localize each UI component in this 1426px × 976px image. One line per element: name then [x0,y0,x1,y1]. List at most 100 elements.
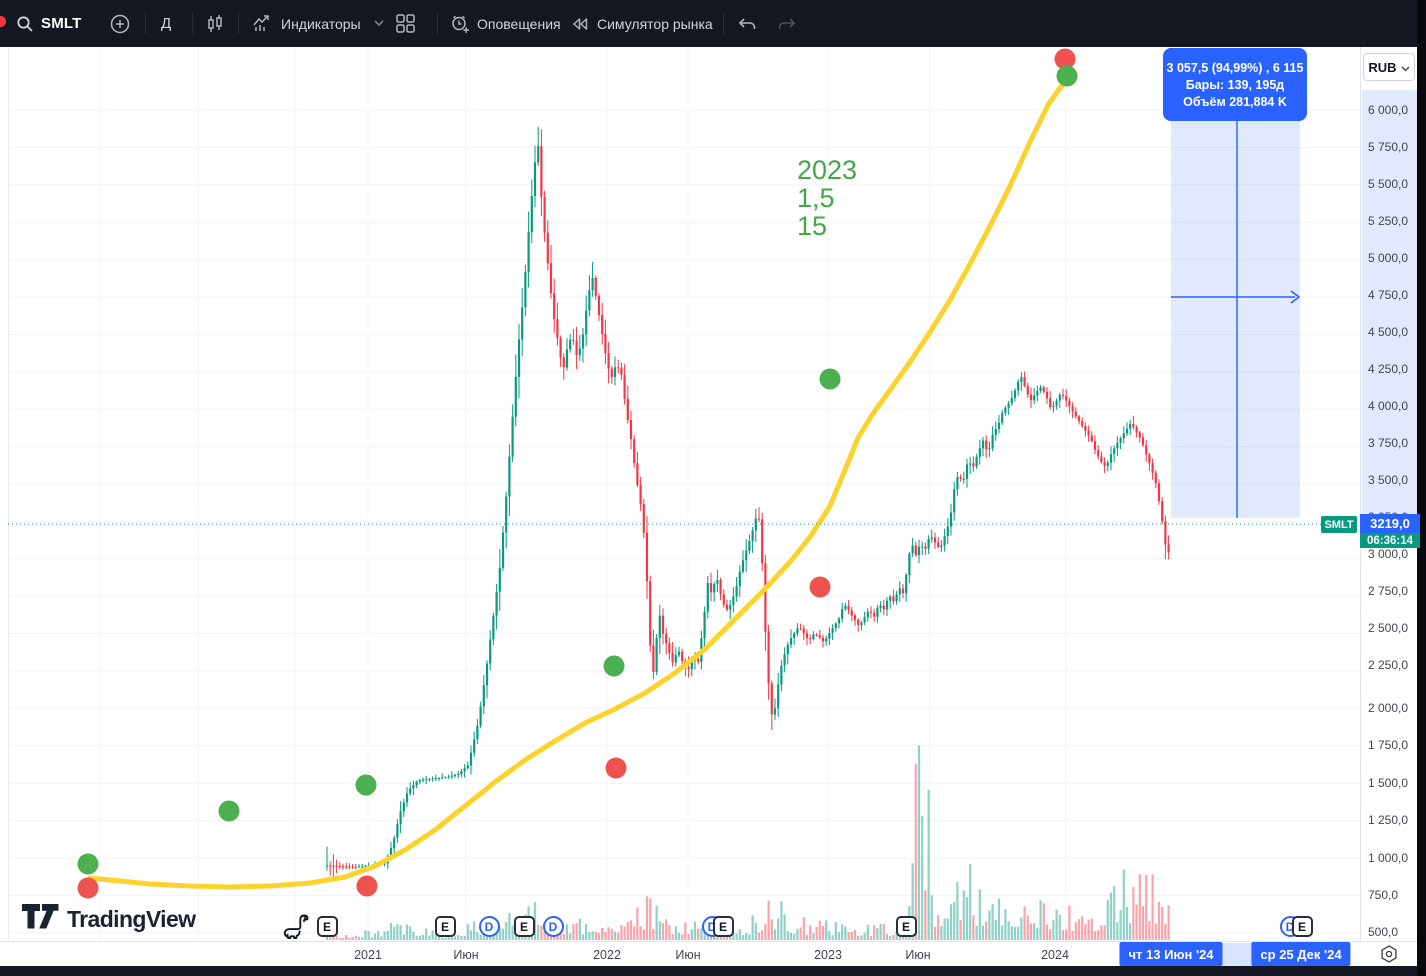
time-tick: Июн [905,948,931,962]
undo-icon [736,15,758,33]
measure-tooltip: 3 057,5 (94,99%) , 6 115 Бары: 139, 195д… [1163,48,1307,121]
price-tick: 1 000,0 [1368,851,1409,865]
measure-axis-highlight [1362,90,1418,518]
top-toolbar: SMLT Д Индикаторы [0,0,1426,47]
redo-icon [776,15,798,33]
measure-volume: Объём 281,884 K [1183,94,1287,109]
bar-countdown-timer: 06:36:14 [1360,533,1420,548]
toolbar-divider [723,13,724,34]
price-tick: 1 750,0 [1368,738,1409,752]
redo-button[interactable] [776,0,798,47]
indicators-icon [252,14,274,34]
current-price-value: 3219,0 [1360,514,1420,533]
dividends-badge[interactable]: D [478,916,500,937]
earnings-badge[interactable]: E [513,916,535,937]
price-tick: 4 000,0 [1368,399,1409,413]
tradingview-logo[interactable]: TradingView [22,904,196,934]
time-tick: Июн [675,948,701,962]
notification-dot [0,16,6,27]
search-icon [16,15,34,33]
rewind-icon [570,15,590,33]
annotation-line: 2023 [797,155,858,185]
price-tick: 500,0 [1368,925,1399,939]
annotation-line: 15 [797,211,828,241]
price-tick: 3 500,0 [1368,473,1409,487]
tradingview-logo-text: TradingView [67,905,196,932]
undo-button[interactable] [736,0,758,47]
toolbar-divider [238,13,239,34]
dividends-badge[interactable]: D [542,916,564,937]
chart-plot[interactable] [8,47,1360,941]
time-tick: 2023 [814,948,842,962]
price-scale[interactable]: 6 000,0 5 750,0 5 500,0 5 250,0 5 000,0 4 750… [1360,47,1418,941]
sell-marker-dot [356,875,378,897]
buy-marker-dot [77,853,99,875]
buy-marker-dot [355,774,377,796]
earnings-badge[interactable]: E [1291,916,1313,937]
alerts-button[interactable]: Оповещения [450,0,561,47]
price-tick: 4 500,0 [1368,325,1409,339]
price-tick: 2 000,0 [1368,701,1409,715]
symbol-name: SMLT [41,15,82,32]
symbol-price-flag: SMLT [1321,516,1357,533]
measure-date-badge: чт 13 Июн '24 [1119,942,1223,966]
price-tick: 2 500,0 [1368,621,1409,635]
price-tick: 2 250,0 [1368,658,1409,672]
buy-marker-dot [218,800,240,822]
time-tick: 2024 [1041,948,1069,962]
sell-marker-dot [605,757,627,779]
measure-bars: Бары: 139, 195д [1185,77,1285,92]
time-tick: 2021 [354,948,382,962]
buy-marker-dot [603,655,625,677]
bottom-dark-strip [0,966,1417,976]
alerts-label: Оповещения [477,15,561,32]
simulator-label: Симулятор рынка [597,15,713,32]
tradingview-logo-mark [22,904,59,934]
buy-marker-dot [1056,65,1078,87]
price-tick: 3 750,0 [1368,436,1409,450]
indicators-button[interactable]: Индикаторы [252,0,384,47]
measure-change: 3 057,5 (94,99%) , 6 115 [1166,60,1304,75]
price-tick: 3 000,0 [1368,547,1409,561]
currency-selector[interactable]: RUB [1363,53,1415,81]
alarm-clock-plus-icon [450,14,470,34]
toolbar-divider [192,13,193,34]
indicators-label: Индикаторы [281,15,361,32]
chart-text-annotation: 2023 1,5 15 [797,156,857,240]
interval-button[interactable]: Д [161,0,171,47]
earnings-badge[interactable]: E [712,916,734,937]
dino-icon[interactable] [279,911,309,946]
time-tick: 2022 [593,948,621,962]
chart-type-button[interactable] [205,0,225,47]
price-tick: 1 250,0 [1368,813,1409,827]
chevron-down-icon [374,20,384,27]
toolbar-divider [437,13,438,34]
price-tick: 1 500,0 [1368,776,1409,790]
market-simulator-button[interactable]: Симулятор рынка [570,0,713,47]
price-tick: 6 000,0 [1368,103,1409,117]
earnings-badge[interactable]: E [434,916,456,937]
symbol-search-button[interactable]: SMLT [16,0,82,47]
candlestick-icon [205,14,225,34]
interval-label: Д [161,15,172,32]
earnings-badge[interactable]: E [895,916,917,937]
sell-marker-dot [77,877,99,899]
chart-left-margin [0,47,9,966]
buy-marker-dot [819,368,841,390]
chart-canvas[interactable] [8,47,1360,941]
sell-marker-dot [1054,48,1076,70]
chevron-down-icon [1401,60,1410,75]
plus-circle-icon [108,12,132,36]
price-tick: 5 000,0 [1368,251,1409,265]
sell-marker-dot [809,576,831,598]
layout-button[interactable] [396,0,415,47]
price-tick: 5 250,0 [1368,214,1409,228]
compare-add-button[interactable] [108,0,132,47]
earnings-badge[interactable]: E [316,916,338,937]
measure-date-badge: ср 25 Дек '24 [1251,942,1351,966]
price-tick: 5 500,0 [1368,177,1409,191]
current-price-label: 3219,0 06:36:14 [1360,514,1420,548]
time-tick: Июн [453,948,479,962]
axis-settings-gear-icon[interactable] [1379,944,1399,969]
window-scrollbar-strip [1417,0,1426,976]
